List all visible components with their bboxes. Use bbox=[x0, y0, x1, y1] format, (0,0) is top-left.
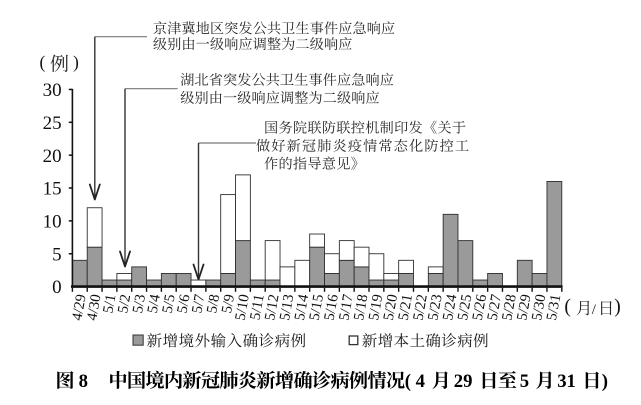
svg-text:10: 10 bbox=[43, 211, 62, 232]
svg-text:5/27: 5/27 bbox=[485, 293, 505, 322]
svg-text:5/1: 5/1 bbox=[100, 293, 119, 314]
svg-text:5/4: 5/4 bbox=[145, 293, 164, 315]
svg-text:5/29: 5/29 bbox=[514, 293, 534, 322]
svg-text:(: ( bbox=[405, 371, 411, 392]
svg-text:5/5: 5/5 bbox=[160, 293, 179, 314]
svg-text:15: 15 bbox=[43, 179, 62, 200]
svg-text:5/6: 5/6 bbox=[175, 293, 194, 314]
svg-text:5/9: 5/9 bbox=[219, 293, 238, 314]
svg-text:5/20: 5/20 bbox=[381, 293, 401, 322]
svg-text:5/15: 5/15 bbox=[307, 293, 327, 322]
svg-text:0: 0 bbox=[52, 277, 62, 298]
svg-text:8: 8 bbox=[79, 371, 88, 392]
svg-text:5/17: 5/17 bbox=[336, 293, 356, 322]
svg-text:5/22: 5/22 bbox=[411, 293, 431, 322]
svg-text:): ) bbox=[73, 52, 79, 72]
svg-text:5/10: 5/10 bbox=[233, 293, 253, 322]
svg-text:(: ( bbox=[564, 296, 571, 317]
svg-text:5/19: 5/19 bbox=[366, 293, 386, 322]
svg-text:5/11: 5/11 bbox=[247, 293, 267, 321]
svg-text:/: / bbox=[592, 302, 597, 318]
svg-text:): ) bbox=[602, 371, 608, 392]
svg-text:5: 5 bbox=[520, 371, 529, 392]
svg-text:5: 5 bbox=[52, 244, 62, 265]
svg-text:5/16: 5/16 bbox=[322, 293, 342, 322]
svg-text:29: 29 bbox=[454, 371, 473, 392]
svg-text:4/29: 4/29 bbox=[69, 293, 89, 322]
svg-text:5/24: 5/24 bbox=[440, 293, 460, 322]
svg-text:5/12: 5/12 bbox=[262, 293, 282, 322]
svg-text:5/13: 5/13 bbox=[277, 293, 297, 322]
svg-text:5/14: 5/14 bbox=[292, 293, 312, 322]
svg-text:5/28: 5/28 bbox=[499, 293, 519, 322]
svg-text:4/30: 4/30 bbox=[84, 293, 104, 322]
svg-text:5/23: 5/23 bbox=[425, 293, 445, 322]
svg-text:5/8: 5/8 bbox=[204, 293, 223, 314]
svg-text:5/26: 5/26 bbox=[470, 293, 490, 322]
svg-text:5/3: 5/3 bbox=[130, 293, 149, 314]
svg-text:20: 20 bbox=[43, 146, 62, 167]
svg-text:25: 25 bbox=[43, 113, 62, 134]
svg-text:5/31: 5/31 bbox=[544, 293, 564, 322]
svg-text:31: 31 bbox=[557, 371, 576, 392]
svg-text:5/21: 5/21 bbox=[396, 293, 416, 322]
svg-text:5/7: 5/7 bbox=[189, 293, 208, 314]
svg-text:): ) bbox=[614, 296, 621, 317]
svg-text:30: 30 bbox=[43, 80, 62, 101]
svg-text:5/18: 5/18 bbox=[351, 293, 371, 322]
svg-text:(: ( bbox=[40, 52, 46, 72]
svg-text:5/30: 5/30 bbox=[529, 293, 549, 322]
svg-text:4: 4 bbox=[416, 371, 425, 392]
svg-text:5/25: 5/25 bbox=[455, 293, 475, 322]
svg-text:5/2: 5/2 bbox=[115, 293, 134, 314]
